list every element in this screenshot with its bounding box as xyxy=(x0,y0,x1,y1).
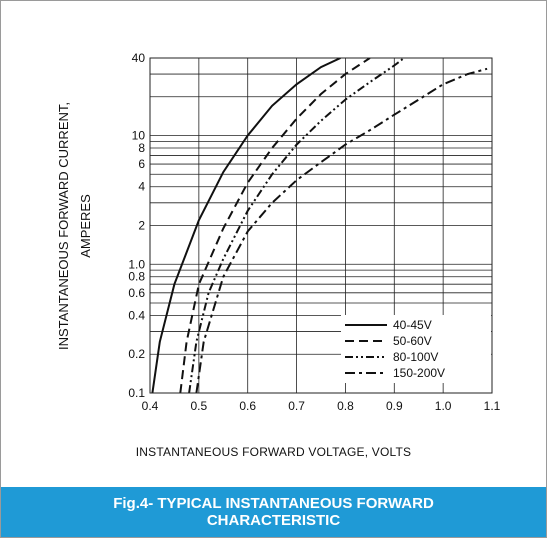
y-tick-label: 8 xyxy=(138,141,145,155)
plot-border xyxy=(149,57,493,394)
y-tick-label: 2 xyxy=(138,219,145,233)
y-tick-label: 1.0 xyxy=(128,257,145,271)
legend-label: 50-60V xyxy=(393,334,432,348)
x-tick-label: 0.4 xyxy=(142,399,159,413)
y-tick-label: 6 xyxy=(138,157,145,171)
series-curve-40-45V xyxy=(151,58,341,393)
x-tick-label: 0.6 xyxy=(239,399,256,413)
y-tick-label: 0.1 xyxy=(128,386,145,400)
x-tick-label: 0.8 xyxy=(337,399,354,413)
figure-caption: Fig.4- TYPICAL INSTANTANEOUS FORWARD CHA… xyxy=(113,495,434,529)
y-tick-label: 10 xyxy=(132,129,146,143)
legend-label: 80-100V xyxy=(393,350,438,364)
series-curve-50-60V xyxy=(179,58,371,393)
series-curve-150-200V xyxy=(195,67,488,393)
x-tick-label: 0.5 xyxy=(191,399,208,413)
y-axis-label: INSTANTANEOUS FORWARD CURRENT, xyxy=(56,102,71,350)
chart-svg: 40-45V 50-60V 80-100V 150-200V 0.1 0.2 0.4 0.6 0… xyxy=(56,51,501,413)
y-axis-label: AMPERES xyxy=(78,194,93,258)
series-curve-80-100V xyxy=(188,58,405,393)
y-tick-label: 0.8 xyxy=(128,270,145,284)
y-tick-label: 0.6 xyxy=(128,286,145,300)
y-tick-label: 4 xyxy=(138,180,145,194)
x-axis-label: INSTANTANEOUS FORWARD VOLTAGE, VOLTS xyxy=(135,445,412,459)
y-tick-label: 0.4 xyxy=(128,308,145,322)
y-tick-label: 0.2 xyxy=(128,347,145,361)
x-tick-label: 1.1 xyxy=(484,399,501,413)
x-tick-label: 1.0 xyxy=(435,399,452,413)
x-tick-label: 0.9 xyxy=(386,399,403,413)
y-tick-label: 40 xyxy=(132,51,146,65)
figure-caption-bar: Fig.4- TYPICAL INSTANTANEOUS FORWARD CHA… xyxy=(1,487,546,537)
legend-label: 150-200V xyxy=(393,366,445,380)
x-tick-label: 0.7 xyxy=(288,399,305,413)
legend-box xyxy=(341,315,491,383)
legend-label: 40-45V xyxy=(393,318,432,332)
